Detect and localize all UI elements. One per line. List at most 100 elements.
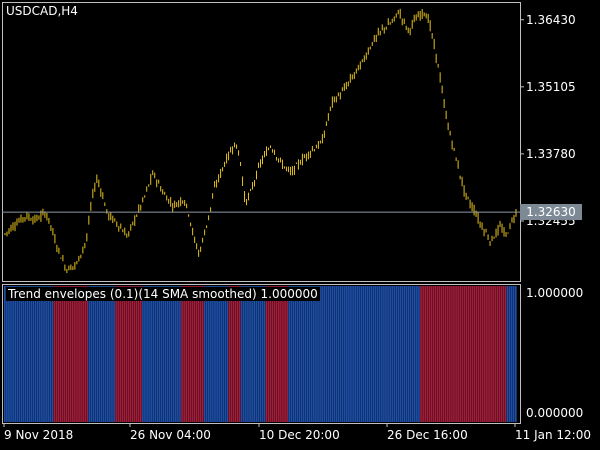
indicator-bar — [325, 286, 328, 422]
indicator-bar — [232, 286, 235, 422]
indicator-bar — [49, 286, 52, 422]
indicator-bar — [230, 286, 233, 422]
indicator-bar — [358, 286, 361, 422]
indicator-bar — [356, 286, 359, 422]
indicator-bar — [156, 286, 159, 422]
indicator-bar — [247, 286, 249, 422]
indicator-bar — [259, 286, 262, 422]
indicator-bar — [179, 286, 181, 422]
indicator-bar — [135, 286, 138, 422]
indicator-bar — [218, 286, 220, 422]
indicator-bar — [214, 286, 216, 422]
time-tick-label: 26 Nov 04:00 — [130, 428, 211, 442]
indicator-bar — [98, 286, 101, 422]
indicator-bar — [34, 286, 37, 422]
indicator-bar — [158, 286, 161, 422]
current-price-label: 1.32630 — [520, 204, 582, 221]
indicator-bar — [440, 286, 443, 422]
indicator-bar — [306, 286, 309, 422]
indicator-bar — [263, 286, 266, 422]
indicator-bar — [492, 286, 494, 422]
indicator-bar — [212, 286, 214, 422]
indicator-bar — [144, 286, 146, 422]
indicator-bar — [391, 286, 394, 422]
time-tick-label: 10 Dec 20:00 — [259, 428, 340, 442]
indicator-bar — [467, 286, 470, 422]
indicator-bar — [298, 286, 301, 422]
indicator-bar — [313, 286, 315, 422]
indicator-bar — [451, 286, 453, 422]
price-candles[interactable] — [4, 8, 517, 274]
indicator-bar — [236, 286, 239, 422]
indicator-bar — [477, 286, 480, 422]
indicator-bar — [181, 286, 183, 422]
indicator-bar — [432, 286, 435, 422]
indicator-bar — [286, 286, 288, 422]
indicator-bar — [249, 286, 251, 422]
time-tick-label: 9 Nov 2018 — [4, 428, 74, 442]
indicator-bar — [222, 286, 225, 422]
indicator-bar — [226, 286, 229, 422]
indicator-bar — [8, 286, 10, 422]
indicator-bar — [317, 286, 319, 422]
indicator-bar — [426, 286, 429, 422]
price-tick-label: 1.35105 — [526, 79, 576, 94]
indicator-bar — [269, 286, 272, 422]
indicator-bar — [168, 286, 171, 422]
indicator-bar — [129, 286, 132, 422]
indicator-bar — [403, 286, 406, 422]
indicator-bar — [175, 286, 177, 422]
indicator-bar — [71, 286, 74, 422]
indicator-bar — [418, 286, 420, 422]
indicator-bar — [189, 286, 192, 422]
indicator-bar — [479, 286, 482, 422]
indicator-bar — [6, 286, 8, 422]
indicator-bar — [416, 286, 418, 422]
indicator-bar — [348, 286, 350, 422]
indicator-bar — [350, 286, 352, 422]
indicator-bar — [409, 286, 412, 422]
indicator-bar — [300, 286, 303, 422]
indicator-bar — [207, 286, 210, 422]
indicator-bar — [16, 286, 19, 422]
indicator-bar — [455, 286, 457, 422]
indicator-bar — [96, 286, 99, 422]
indicator-bar — [327, 286, 330, 422]
indicator-bar — [195, 286, 198, 422]
indicator-bar — [430, 286, 433, 422]
indicator-bar — [22, 286, 25, 422]
indicator-bar — [154, 286, 157, 422]
indicator-histogram[interactable] — [4, 286, 517, 422]
indicator-bar — [234, 286, 237, 422]
indicator-bar — [133, 286, 136, 422]
indicator-bar — [205, 286, 208, 422]
indicator-bar — [514, 286, 517, 422]
indicator-bar — [273, 286, 276, 422]
indicator-bar — [92, 286, 95, 422]
indicator-bar — [10, 286, 12, 422]
indicator-bar — [362, 286, 365, 422]
indicator-bar — [368, 286, 371, 422]
indicator-bar — [90, 286, 93, 422]
indicator-bar — [405, 286, 408, 422]
indicator-bar — [457, 286, 459, 422]
indicator-bar — [57, 286, 60, 422]
indicator-bar — [449, 286, 451, 422]
indicator-bar — [508, 286, 511, 422]
indicator-bar — [18, 286, 21, 422]
indicator-bar — [352, 286, 354, 422]
indicator-bar — [290, 286, 293, 422]
indicator-bar — [80, 286, 82, 422]
indicator-bar — [376, 286, 379, 422]
indicator-bar — [488, 286, 490, 422]
indicator-bar — [481, 286, 484, 422]
indicator-bar — [463, 286, 466, 422]
indicator-bar — [397, 286, 400, 422]
indicator-bar — [473, 286, 476, 422]
indicator-bar — [255, 286, 258, 422]
indicator-bar — [407, 286, 410, 422]
indicator-bar — [113, 286, 115, 422]
indicator-bar — [127, 286, 130, 422]
